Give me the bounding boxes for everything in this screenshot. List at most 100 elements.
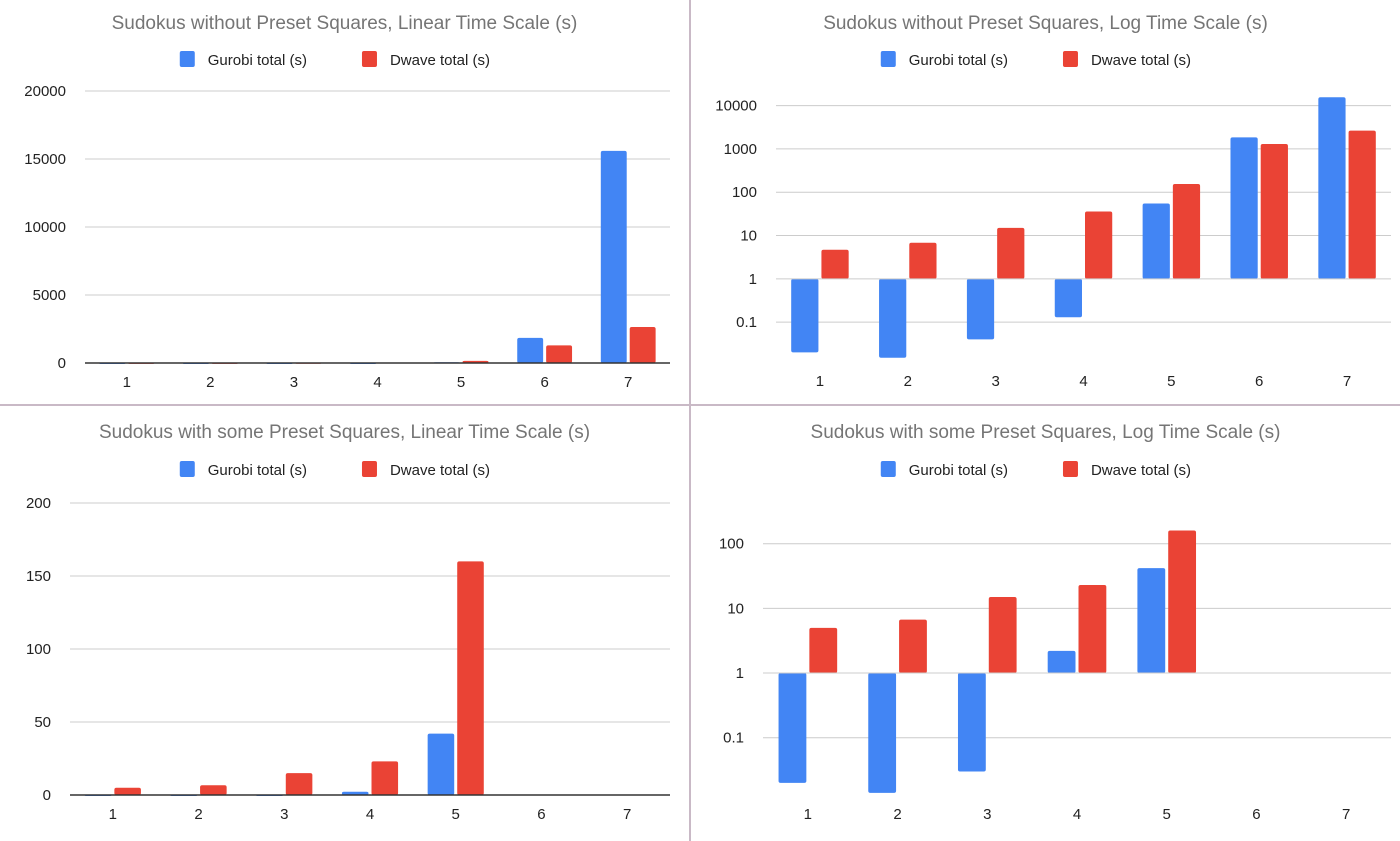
chart-4-legend-swatch-1 (880, 461, 896, 477)
chart-top-left: Sudokus without Preset Squares, Linear T… (24, 13, 670, 391)
chart-1-ytick-label: 20000 (24, 83, 66, 100)
chart-2-ytick-label: 1 (749, 271, 757, 288)
chart-3-ytick-label: 100 (26, 641, 51, 658)
chart-3-xtick-label: 6 (537, 806, 545, 823)
chart-2-xtick-label: 1 (816, 373, 824, 390)
chart-2-legend-label-1: Gurobi total (s) (909, 52, 1008, 69)
chart-2-xtick-label: 4 (1079, 373, 1087, 390)
chart-2-legend-swatch-1 (880, 51, 896, 67)
chart-3-legend-swatch-2 (361, 461, 377, 477)
chart-4-xtick-label: 6 (1252, 806, 1260, 823)
chart-3-legend-swatch-1 (179, 461, 195, 477)
chart-4-xtick-label: 1 (804, 806, 812, 823)
chart-4-bar-gurobi-1 (778, 673, 807, 783)
chart-4-xtick-label: 3 (983, 806, 991, 823)
panel-divider-horizontal (0, 404, 1400, 406)
chart-1-xtick-label: 7 (624, 374, 632, 391)
chart-2-ytick-label: 0.1 (736, 314, 757, 331)
chart-2-bar-dwave-5 (1172, 183, 1201, 279)
chart-3-xtick-label: 2 (194, 806, 202, 823)
chart-3-legend-label-2: Dwave total (s) (390, 462, 490, 479)
chart-3-xtick-label: 4 (366, 806, 374, 823)
chart-2-xtick-label: 7 (1343, 373, 1351, 390)
chart-panel-top-right: Sudokus without Preset Squares, Log Time… (691, 0, 1400, 404)
panel-divider-vertical (689, 0, 691, 841)
chart-2-ytick-label: 100 (732, 184, 757, 201)
chart-4-xtick-label: 5 (1163, 806, 1171, 823)
chart-4-bar-dwave-1 (809, 627, 838, 674)
chart-2-legend-swatch-2 (1062, 51, 1078, 67)
chart-2-bar-dwave-3 (997, 227, 1025, 279)
chart-4-bar-gurobi-4 (1047, 650, 1076, 674)
chart-bottom-right: Sudokus with some Preset Squares, Log Ti… (719, 422, 1391, 823)
chart-2-legend-label-2: Dwave total (s) (1091, 52, 1191, 69)
chart-4-ytick-label: 1 (736, 665, 744, 682)
chart-3-bar-dwave-2 (200, 785, 227, 795)
chart-1-xtick-label: 3 (290, 374, 298, 391)
chart-1-legend-swatch-1 (179, 51, 195, 67)
chart-1-ytick-label: 5000 (33, 287, 66, 304)
chart-2-bar-gurobi-6 (1230, 137, 1258, 279)
chart-1-bar-gurobi-6 (517, 337, 544, 363)
chart-4-bar-dwave-3 (988, 597, 1017, 674)
chart-2-bar-gurobi-1 (791, 278, 819, 353)
chart-2-bar-gurobi-2 (879, 278, 907, 358)
chart-1-bar-dwave-6 (546, 345, 573, 363)
chart-top-right: Sudokus without Preset Squares, Log Time… (715, 13, 1391, 390)
chart-2-bar-dwave-4 (1085, 211, 1113, 279)
chart-4-bar-gurobi-2 (868, 673, 897, 793)
chart-2-xtick-label: 3 (991, 373, 999, 390)
chart-1-ytick-label: 0 (58, 355, 66, 372)
chart-4-xtick-label: 4 (1073, 806, 1081, 823)
chart-1-legend-label-1: Gurobi total (s) (208, 52, 307, 69)
chart-1-ytick-label: 15000 (24, 151, 66, 168)
chart-4-title: Sudokus with some Preset Squares, Log Ti… (811, 422, 1281, 443)
chart-3-bar-dwave-4 (371, 761, 399, 795)
chart-3-ytick-label: 50 (34, 714, 51, 731)
chart-3-ytick-label: 200 (26, 495, 51, 512)
chart-3-xtick-label: 3 (280, 806, 288, 823)
chart-2-ytick-label: 1000 (724, 141, 757, 158)
chart-4-ytick-label: 0.1 (723, 730, 744, 747)
chart-1-bar-gurobi-7 (600, 150, 627, 363)
chart-3-ytick-label: 150 (26, 568, 51, 585)
chart-1-xtick-label: 2 (206, 374, 214, 391)
chart-2-xtick-label: 5 (1167, 373, 1175, 390)
chart-3-ytick-label: 0 (43, 787, 51, 804)
chart-2-bar-gurobi-5 (1142, 203, 1170, 279)
chart-1-legend-swatch-2 (361, 51, 377, 67)
chart-3-bar-dwave-1 (114, 787, 141, 795)
chart-1-xtick-label: 5 (457, 374, 465, 391)
chart-1-xtick-label: 1 (123, 374, 131, 391)
chart-4-xtick-label: 2 (893, 806, 901, 823)
chart-1-title: Sudokus without Preset Squares, Linear T… (112, 13, 578, 34)
chart-2-bar-dwave-7 (1348, 130, 1376, 279)
chart-1-xtick-label: 4 (373, 374, 381, 391)
chart-3-bar-gurobi-4 (341, 791, 369, 795)
chart-4-legend-swatch-2 (1062, 461, 1078, 477)
chart-4-legend-label-2: Dwave total (s) (1091, 462, 1191, 479)
chart-2-xtick-label: 6 (1255, 373, 1263, 390)
chart-2-bar-dwave-1 (821, 249, 849, 279)
chart-2-bar-dwave-6 (1260, 143, 1288, 279)
chart-3-xtick-label: 5 (452, 806, 460, 823)
chart-2-bar-gurobi-4 (1054, 278, 1082, 318)
chart-1-bar-dwave-7 (629, 326, 656, 363)
chart-1-legend-label-2: Dwave total (s) (390, 52, 490, 69)
chart-4-ytick-label: 100 (719, 536, 744, 553)
chart-3-bar-gurobi-5 (427, 733, 455, 795)
chart-4-bar-dwave-2 (899, 619, 927, 674)
chart-4-ytick-label: 10 (727, 600, 744, 617)
chart-4-xtick-label: 7 (1342, 806, 1350, 823)
chart-bottom-left: Sudokus with some Preset Squares, Linear… (26, 422, 670, 823)
chart-2-title: Sudokus without Preset Squares, Log Time… (823, 13, 1268, 34)
chart-3-legend-label-1: Gurobi total (s) (208, 462, 307, 479)
chart-2-bar-dwave-2 (909, 242, 937, 279)
chart-3-bar-dwave-3 (285, 773, 313, 795)
chart-1-xtick-label: 6 (540, 374, 548, 391)
chart-3-xtick-label: 1 (109, 806, 117, 823)
chart-panel-bottom-right: Sudokus with some Preset Squares, Log Ti… (691, 406, 1400, 841)
chart-4-bar-dwave-4 (1078, 585, 1107, 674)
chart-panel-top-left: Sudokus without Preset Squares, Linear T… (0, 0, 689, 404)
chart-4-bar-gurobi-5 (1137, 568, 1166, 674)
